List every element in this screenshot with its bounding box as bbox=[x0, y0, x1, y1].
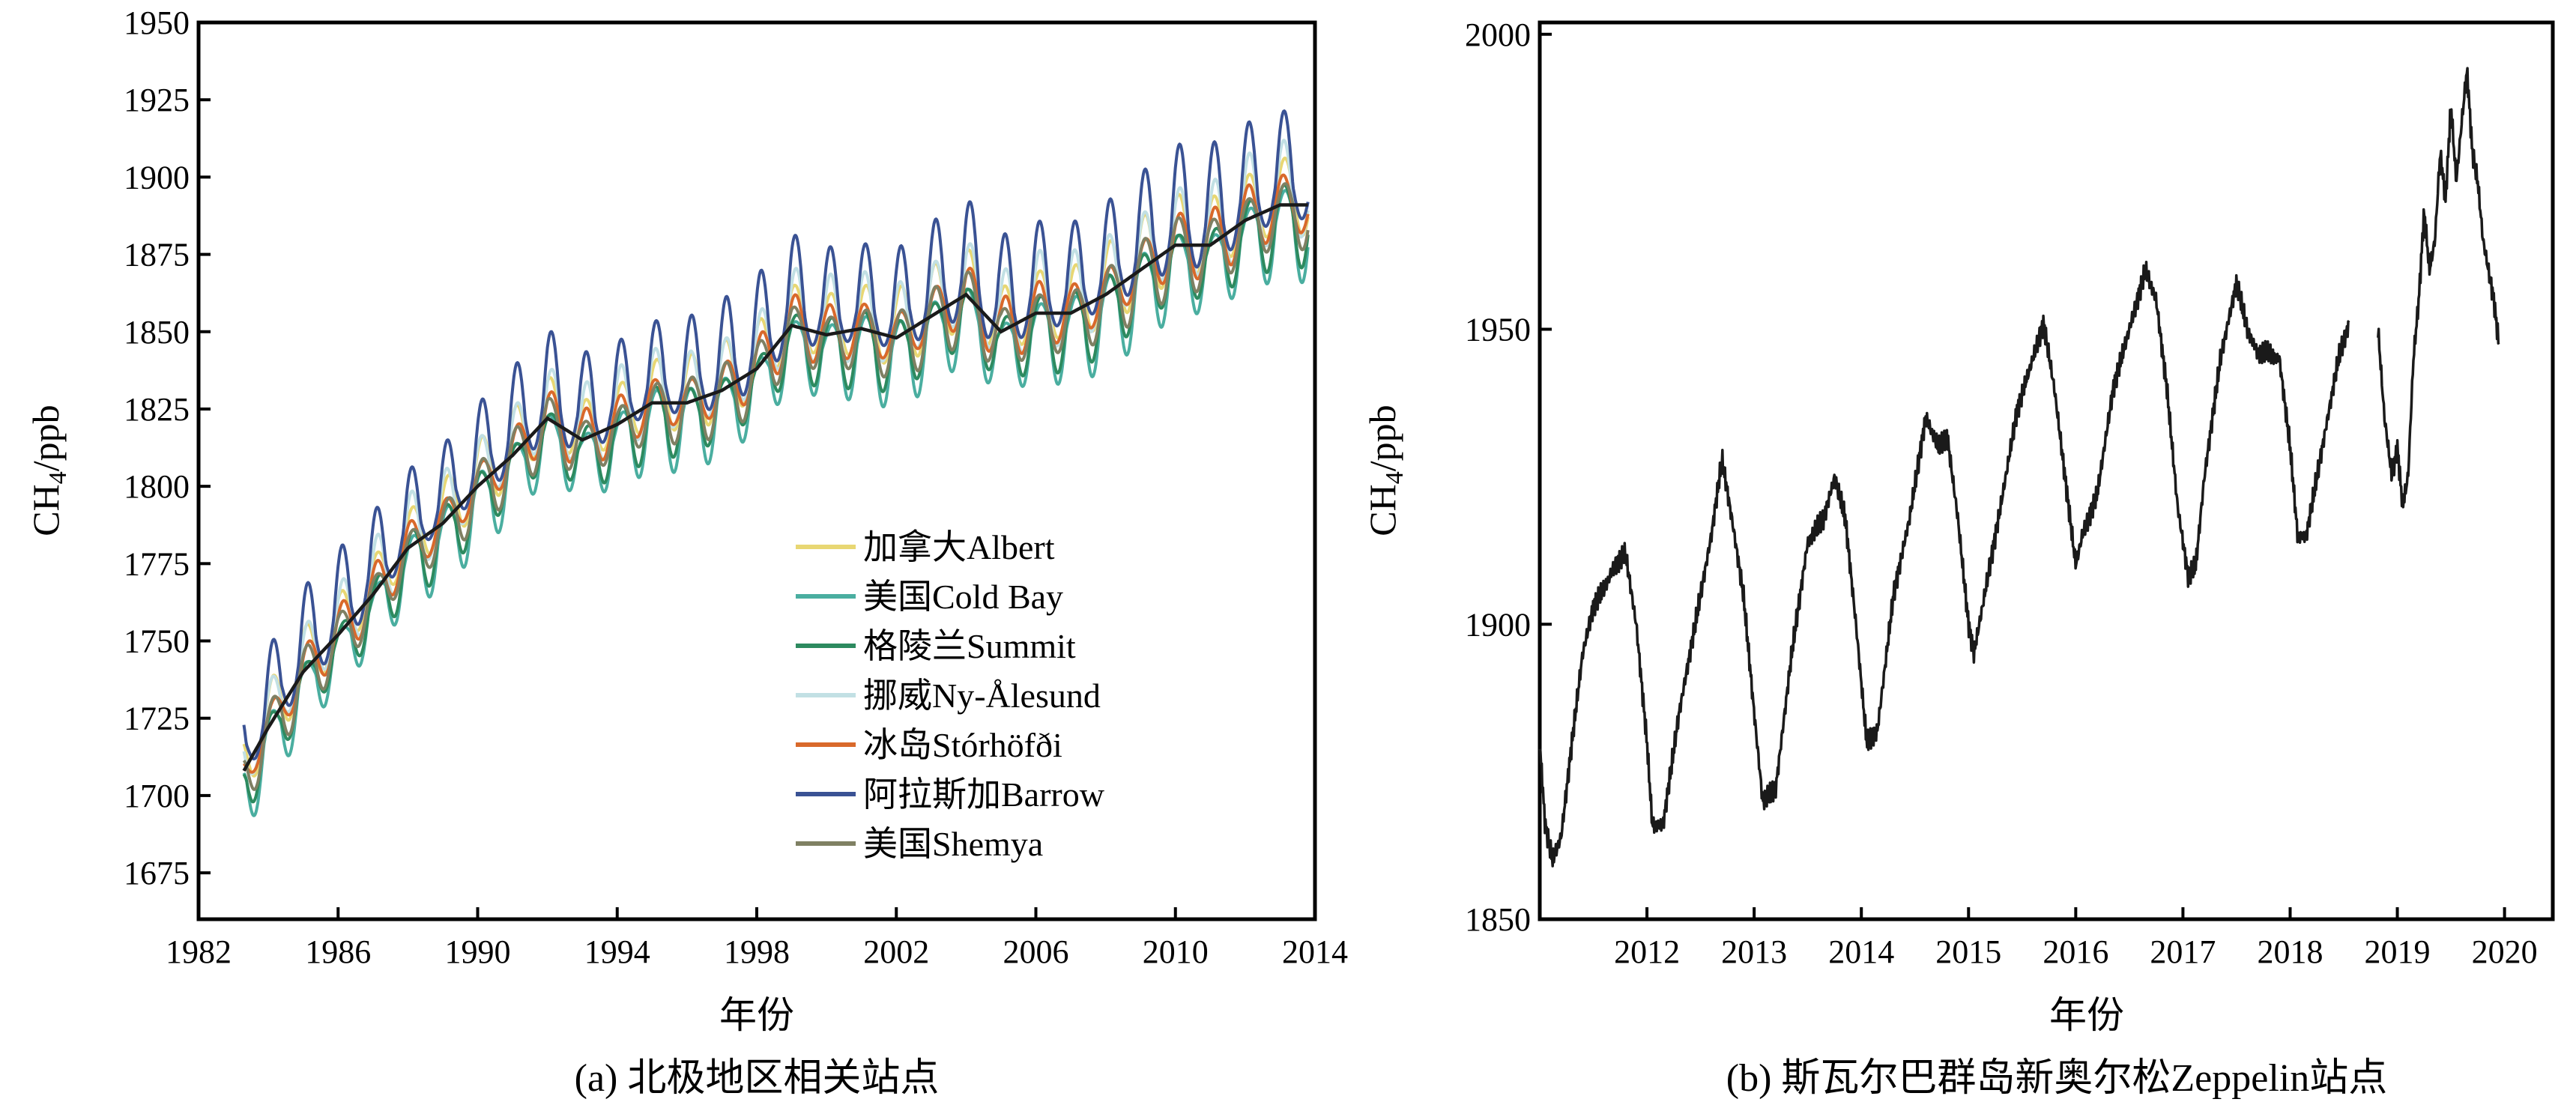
panel-b-x-tick-label: 2012 bbox=[1614, 933, 1680, 970]
panel-a-y-tick-label: 1800 bbox=[124, 468, 190, 505]
panel-a-y-axis-title: CH4/ppb bbox=[25, 405, 72, 536]
panel-a-x-tick-label: 2006 bbox=[1003, 933, 1069, 970]
panel-b-plot-frame bbox=[1538, 20, 2555, 921]
panel-a-axes: 1675 1700 1725 1750 1775 1800 1825 1850 1875 1900… bbox=[124, 4, 1348, 970]
panel-b-x-tick-label: 2016 bbox=[2043, 933, 2108, 970]
panel-a-y-tick-label: 1925 bbox=[124, 82, 190, 118]
panel-b-y-tick-label: 2000 bbox=[1465, 16, 1531, 53]
panel-a-series-line bbox=[242, 182, 1310, 791]
panel-a-series-line bbox=[242, 139, 1310, 775]
panel-b-x-tick-label: 2013 bbox=[1721, 933, 1787, 970]
panel-a-x-tick-label: 1982 bbox=[166, 933, 232, 970]
panel-a-trend-line bbox=[242, 203, 1308, 772]
panel-a-legend-label: 冰岛Stórhöfði bbox=[863, 726, 1062, 764]
panel-b-x-tick-label: 2019 bbox=[2365, 933, 2431, 970]
panel-b-chart: 1850 1900 1950 2000 2012 2013 2014 2015 2016 2017… bbox=[1361, 16, 2555, 1100]
panel-b-axes: 1850 1900 1950 2000 2012 2013 2014 2015 2016 2017… bbox=[1465, 16, 2538, 970]
panel-a-series-line bbox=[242, 184, 1310, 804]
panel-a-y-tick-label: 1725 bbox=[124, 700, 190, 737]
panel-b-series bbox=[1538, 67, 2500, 868]
panel-a-x-tick-label: 1994 bbox=[584, 933, 650, 970]
panel-b-y-tick-label: 1900 bbox=[1465, 606, 1531, 643]
panel-a-x-tick-label: 1998 bbox=[724, 933, 790, 970]
panel-a-legend-label: 加拿大Albert bbox=[863, 528, 1055, 566]
panel-a-y-tick-label: 1775 bbox=[124, 545, 190, 582]
panel-b-series-line bbox=[1538, 261, 2350, 868]
panel-a-x-tick-label: 1990 bbox=[445, 933, 511, 970]
panel-a-chart: 1675 1700 1725 1750 1775 1800 1825 1850 1875 1900… bbox=[25, 4, 1348, 1100]
panel-a-series-line bbox=[242, 109, 1310, 760]
panel-a-x-tick-label: 1986 bbox=[305, 933, 371, 970]
panel-a-y-tick-label: 1750 bbox=[124, 623, 190, 660]
panel-a-legend-label: 美国Shemya bbox=[863, 825, 1043, 863]
panel-a-y-tick-label: 1675 bbox=[124, 855, 190, 891]
panel-a-x-tick-label: 2014 bbox=[1282, 933, 1348, 970]
panel-a-y-tick-label: 1825 bbox=[124, 391, 190, 428]
panel-a-y-tick-label: 1950 bbox=[124, 4, 190, 41]
panel-b-x-tick-label: 2014 bbox=[1828, 933, 1894, 970]
panel-a-series bbox=[242, 109, 1310, 817]
panel-a-y-tick-label: 1875 bbox=[124, 237, 190, 273]
panel-a-x-tick-label: 2010 bbox=[1143, 933, 1209, 970]
panel-a-legend-label: 美国Cold Bay bbox=[863, 578, 1063, 616]
panel-a-legend-label: 阿拉斯加Barrow bbox=[863, 775, 1105, 814]
panel-a-y-tick-label: 1850 bbox=[124, 314, 190, 351]
panel-a-y-tick-label: 1900 bbox=[124, 159, 190, 196]
panel-a-caption: (a) 北极地区相关站点 bbox=[575, 1057, 940, 1100]
panel-b-x-tick-label: 2020 bbox=[2472, 933, 2538, 970]
panel-a-plot-frame bbox=[196, 20, 1317, 921]
panel-a-y-tick-label: 1700 bbox=[124, 778, 190, 814]
panel-b-x-tick-label: 2018 bbox=[2257, 933, 2323, 970]
panel-b-y-axis-title: CH4/ppb bbox=[1361, 405, 1409, 536]
panel-b-series-line bbox=[2377, 67, 2500, 509]
panel-b-caption: (b) 斯瓦尔巴群岛新奥尔松Zeppelin站点 bbox=[1726, 1057, 2387, 1100]
panel-a-x-tick-label: 2002 bbox=[863, 933, 929, 970]
panel-a-series-line bbox=[242, 157, 1310, 778]
panel-b-x-tick-label: 2015 bbox=[1935, 933, 2001, 970]
panel-a-x-axis-title: 年份 bbox=[719, 994, 794, 1036]
panel-b-x-axis-title: 年份 bbox=[2049, 994, 2124, 1036]
panel-a-series-line bbox=[242, 189, 1310, 817]
panel-b-x-tick-label: 2017 bbox=[2150, 933, 2216, 970]
panel-b-y-tick-label: 1850 bbox=[1465, 901, 1531, 938]
panel-a-legend-label: 挪威Ny-Ålesund bbox=[863, 676, 1101, 715]
panel-a-legend: 加拿大Albert 美国Cold Bay 格陵兰Summit 挪威Ny-Ålesund… bbox=[796, 528, 1105, 863]
panel-b-y-tick-label: 1950 bbox=[1465, 312, 1531, 348]
panel-a-legend-label: 格陵兰Summit bbox=[863, 627, 1076, 665]
